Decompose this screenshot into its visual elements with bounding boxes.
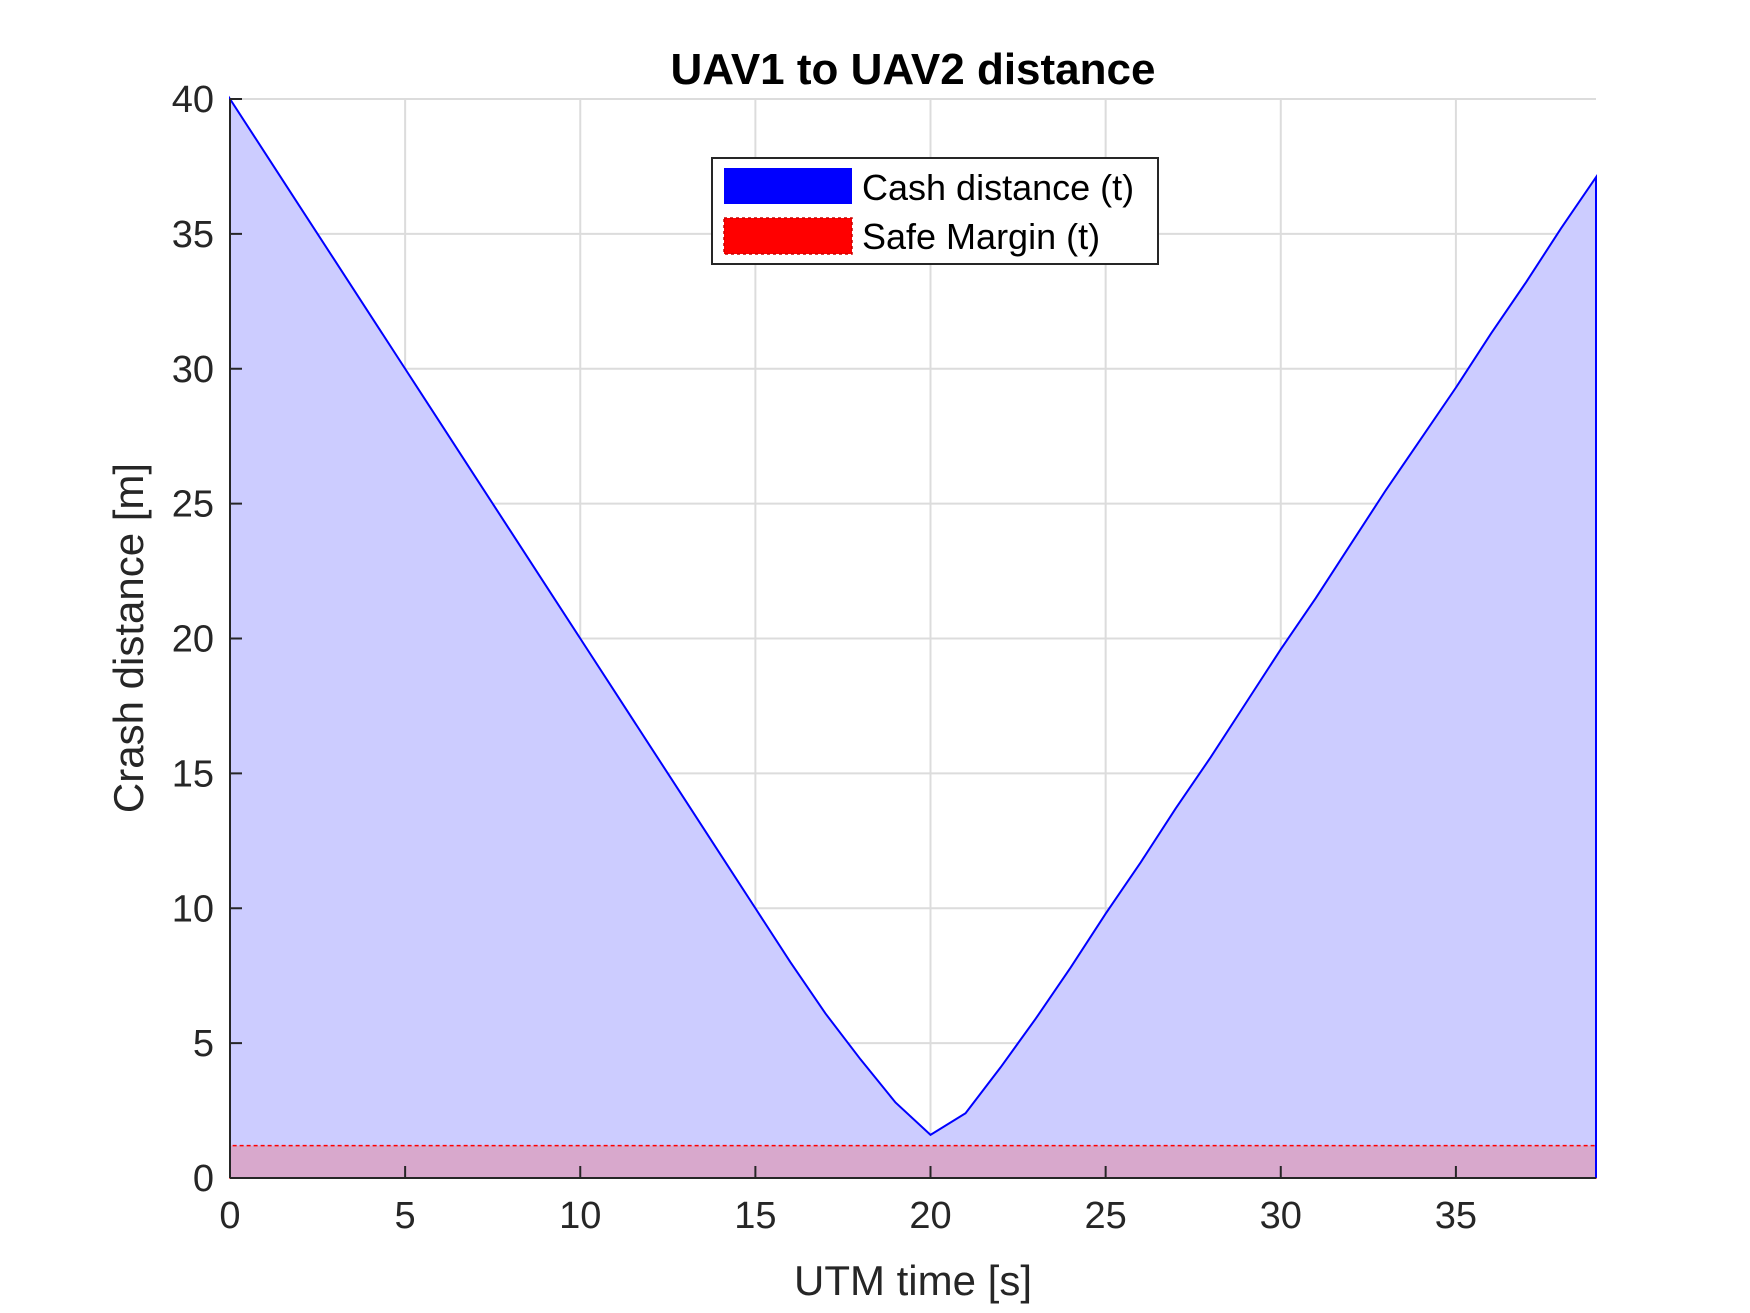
x-tick-label: 0 [219,1195,240,1237]
x-tick-label: 25 [1085,1195,1127,1237]
y-tick-label: 10 [172,888,214,930]
x-tick-label: 35 [1435,1195,1477,1237]
legend: Cash distance (t) Safe Margin (t) [711,157,1159,265]
legend-label-safe-margin: Safe Margin (t) [862,216,1100,257]
cash-distance-line [229,95,1597,1178]
chart-title: UAV1 to UAV2 distance [671,45,1156,94]
legend-swatch-safe-margin [723,217,853,255]
legend-label-cash-distance: Cash distance (t) [862,167,1134,208]
series-layer [229,95,1597,1179]
x-tick-label: 30 [1260,1195,1302,1237]
legend-swatch-cash-distance [724,168,852,204]
safe-margin-area [229,1144,1597,1179]
y-tick-label: 20 [172,619,214,661]
tick-labels: 0 5 10 15 20 25 30 35 0 5 10 15 20 25 30 35 40 [172,79,1477,1237]
x-tick-label: 5 [395,1195,416,1237]
x-tick-label: 20 [909,1195,951,1237]
cash-distance-area [230,99,1596,1178]
y-tick-label: 15 [172,753,214,795]
y-tick-label: 35 [172,214,214,256]
y-tick-label: 40 [172,79,214,121]
x-tick-label: 10 [559,1195,601,1237]
x-axis-label: UTM time [s] [794,1257,1032,1304]
y-tick-label: 25 [172,484,214,526]
y-tick-label: 0 [193,1158,214,1200]
axes [229,98,1596,1179]
y-tick-label: 5 [193,1023,214,1065]
y-axis-label: Crash distance [m] [105,463,152,813]
y-tick-label: 30 [172,349,214,391]
x-tick-label: 15 [734,1195,776,1237]
